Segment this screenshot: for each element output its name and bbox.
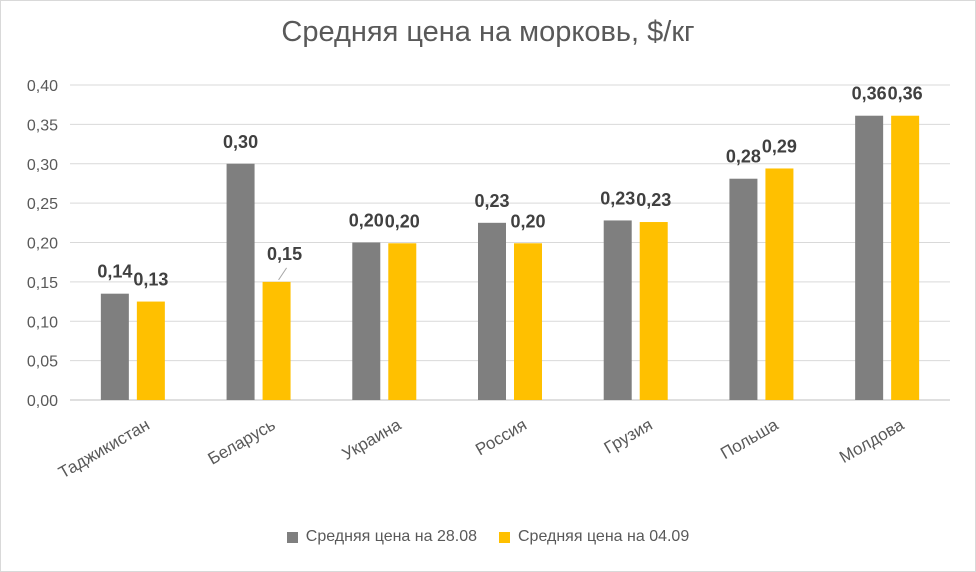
data-label: 0,20 — [385, 211, 420, 231]
data-label: 0,28 — [726, 147, 761, 167]
bar-series-1 — [226, 163, 255, 400]
y-tick-label: 0,30 — [27, 157, 58, 174]
x-category-label: Молдова — [836, 415, 907, 467]
data-label: 0,36 — [888, 84, 923, 104]
y-tick-label: 0,35 — [27, 117, 58, 134]
y-tick-label: 0,10 — [27, 314, 58, 331]
x-category-label: Польша — [717, 415, 782, 463]
x-category-label: Беларусь — [205, 415, 279, 469]
bar-series-1 — [855, 115, 884, 401]
data-label: 0,14 — [97, 262, 132, 282]
y-tick-label: 0,40 — [27, 78, 58, 95]
legend-item-series-2: Средняя цена на 04.09 — [499, 528, 689, 546]
bar-series-2 — [514, 243, 542, 400]
data-label: 0,23 — [474, 191, 509, 211]
y-tick-label: 0,25 — [27, 196, 58, 213]
data-label: 0,29 — [762, 136, 797, 156]
y-tick-label: 0,05 — [27, 354, 58, 371]
bar-series-1 — [100, 293, 129, 400]
bar-series-2 — [765, 168, 794, 400]
x-category-label: Грузия — [601, 415, 656, 458]
bar-series-2 — [262, 281, 291, 400]
bar-series-1 — [352, 242, 381, 400]
data-label: 0,20 — [349, 211, 384, 231]
data-label: 0,23 — [636, 190, 671, 210]
bar-series-1 — [729, 178, 758, 400]
data-label-leader — [278, 267, 287, 281]
legend-swatch-series-2 — [499, 531, 510, 543]
x-category-label: Таджикистан — [55, 415, 153, 482]
legend-label-series-2: Средняя цена на 04.09 — [518, 528, 690, 545]
chart-title: Средняя цена на морковь, $/кг — [281, 16, 695, 48]
data-label: 0,15 — [267, 244, 302, 264]
data-label: 0,36 — [852, 84, 887, 104]
x-category-label: Россия — [472, 415, 530, 459]
y-tick-label: 0,20 — [27, 236, 58, 253]
y-tick-label: 0,00 — [27, 393, 58, 410]
bar-series-2 — [388, 243, 417, 400]
legend-label-series-1: Средняя цена на 28.08 — [305, 528, 477, 545]
data-label: 0,30 — [223, 132, 258, 152]
data-label: 0,13 — [133, 270, 168, 290]
bar-series-2 — [891, 115, 920, 401]
data-label: 0,23 — [600, 188, 635, 208]
x-category-label: Украина — [339, 415, 405, 464]
legend: Средняя цена на 28.08 Средняя цена на 04… — [0, 528, 976, 546]
legend-swatch-series-1 — [286, 531, 298, 543]
bar-series-2 — [136, 301, 165, 400]
bar-series-1 — [478, 222, 506, 400]
bar-series-1 — [603, 220, 632, 400]
y-tick-label: 0,15 — [27, 275, 58, 292]
bar-series-2 — [639, 222, 668, 400]
legend-item-series-1: Средняя цена на 28.08 — [286, 528, 477, 546]
data-label: 0,20 — [510, 211, 545, 231]
